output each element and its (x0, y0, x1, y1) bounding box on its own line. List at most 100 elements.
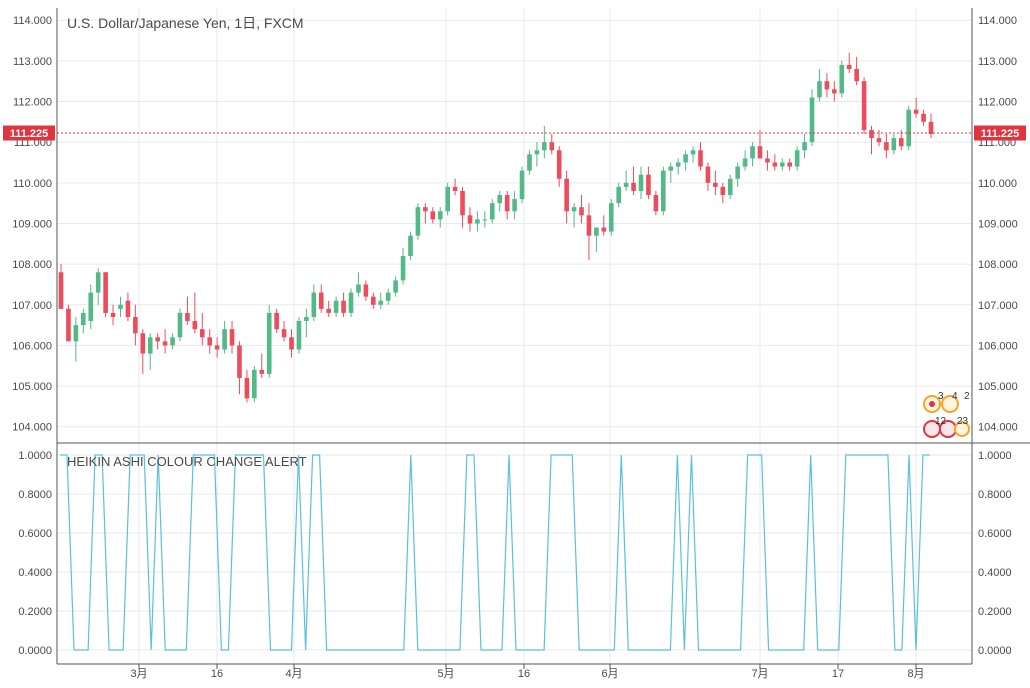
candle-body (876, 138, 882, 143)
candle-body (95, 272, 101, 293)
candle-body (423, 207, 428, 212)
candle-body (385, 292, 391, 301)
price-tick-left: 114.000 (13, 15, 52, 27)
candle-body (757, 146, 763, 159)
candle-body (646, 174, 651, 196)
indicator-title: HEIKIN ASHI COLOUR CHANGE ALERT (67, 454, 307, 469)
candle-body (824, 81, 830, 90)
candle-body (333, 300, 339, 313)
marker-count: 23 (957, 416, 969, 427)
indicator-tick-right: 0.6000 (978, 528, 1012, 540)
candle-body (601, 227, 607, 232)
time-tick-label: 7月 (751, 668, 768, 680)
indicator-tick-left: 0.4000 (18, 567, 52, 579)
indicator-tick-right: 0.8000 (978, 489, 1012, 501)
marker-count: 12 (935, 416, 947, 427)
candle-body (846, 64, 852, 69)
price-badge-left-bg (3, 125, 55, 141)
candle-body (668, 166, 674, 171)
candle-body (884, 142, 889, 151)
price-tick-right: 110.000 (978, 178, 1017, 190)
current-price-badge-left: 111.225 (3, 125, 55, 141)
candle-body (437, 211, 443, 220)
candle-body (631, 182, 636, 191)
candles (58, 52, 934, 403)
time-tick-label: 5月 (437, 668, 454, 680)
candle-body (586, 215, 592, 236)
price-tick-right: 105.000 (978, 381, 1018, 393)
candle-body (259, 369, 265, 374)
candle-body (266, 312, 272, 374)
price-tick-right: 108.000 (978, 259, 1018, 271)
candle-body (898, 138, 904, 147)
candle-body (274, 312, 279, 330)
price-tick-left: 108.000 (12, 259, 52, 271)
candle-body (616, 186, 621, 204)
candle-body (378, 300, 384, 305)
indicator-tick-left: 1.0000 (18, 450, 52, 462)
indicator-tick-left: 0.6000 (18, 528, 52, 540)
candle-body (118, 304, 123, 309)
time-tick-label: 16 (518, 668, 530, 680)
candle-body (237, 345, 242, 378)
candle-body (519, 170, 525, 200)
candle-body (289, 337, 294, 350)
candle-body (326, 308, 331, 313)
candle-body (185, 312, 190, 322)
candle-body (467, 215, 473, 224)
price-tick-left: 107.000 (12, 300, 52, 312)
candle-body (534, 150, 540, 155)
event-marker-icon[interactable] (941, 395, 959, 413)
candle-body (73, 325, 79, 342)
indicator-series (60, 454, 930, 651)
price-tick-right: 113.000 (978, 56, 1017, 68)
candle-body (393, 280, 398, 293)
candle-body (549, 142, 555, 151)
candle-body (794, 150, 800, 167)
candle-body (452, 186, 458, 191)
price-tick-right: 112.000 (978, 97, 1017, 109)
candle-body (460, 190, 465, 216)
candle-body (891, 138, 897, 151)
candle-body (445, 186, 450, 212)
marker-count: 3 (938, 391, 944, 402)
candle-body (155, 337, 160, 342)
candle-body (110, 312, 116, 317)
price-tick-left: 106.000 (12, 340, 52, 352)
event-marker-icon[interactable] (954, 421, 970, 437)
candle-body (88, 292, 94, 322)
candle-body (177, 312, 183, 338)
candle-body (787, 162, 793, 167)
candle-body (222, 329, 227, 350)
candle-body (244, 377, 250, 399)
candle-body (809, 97, 815, 143)
candle-body (103, 272, 108, 313)
candle-body (556, 150, 562, 179)
candle-body (705, 166, 711, 183)
price-tick-left: 113.000 (13, 56, 52, 68)
indicator-line (60, 454, 930, 651)
candle-body (66, 308, 71, 342)
candle-body (497, 195, 503, 204)
event-markers[interactable]: 3 4 2 12 23 (923, 391, 970, 438)
current-price-badge-right: 111.225 (974, 125, 1026, 141)
candle-body (817, 81, 822, 98)
marker-count: 2 (964, 391, 970, 402)
price-tick-right: 107.000 (978, 300, 1018, 312)
time-tick-label: 3月 (130, 668, 147, 680)
candle-body (594, 227, 599, 236)
indicator-tick-left: 0.8000 (18, 489, 52, 501)
time-tick-label: 4月 (285, 668, 302, 680)
candle-body (772, 162, 778, 167)
candle-body (281, 329, 287, 338)
candle-body (475, 219, 480, 224)
candle-body (147, 337, 153, 354)
candle-body (512, 199, 517, 212)
candle-body (735, 166, 740, 179)
candle-body (779, 162, 785, 167)
price-tick-right: 104.000 (978, 422, 1018, 434)
candle-body (698, 150, 703, 167)
candle-body (140, 333, 146, 354)
candle-body (199, 329, 205, 338)
